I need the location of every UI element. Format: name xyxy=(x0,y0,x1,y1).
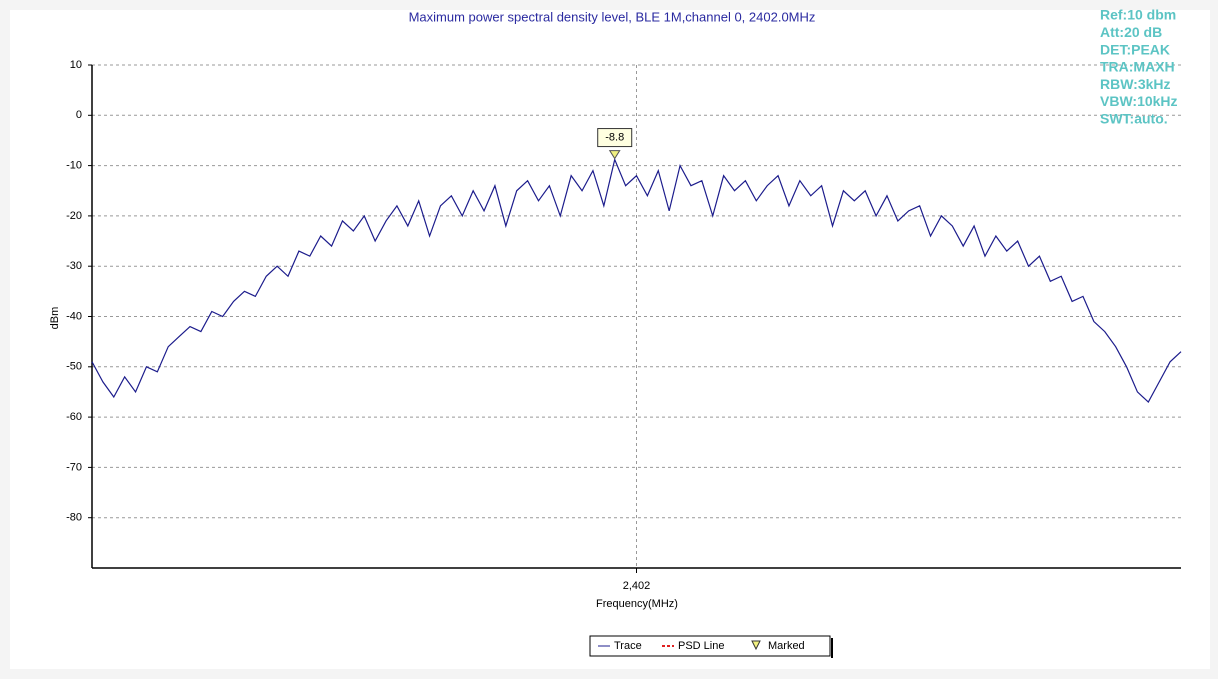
info-text: SWT:auto. xyxy=(1100,111,1168,127)
legend-label: PSD Line xyxy=(678,640,724,652)
x-axis-label: Frequency(MHz) xyxy=(596,598,678,610)
marker-label: -8.8 xyxy=(605,131,624,143)
info-text: VBW:10kHz xyxy=(1100,93,1178,109)
y-tick-label: -50 xyxy=(66,361,82,373)
y-tick-label: -60 xyxy=(66,411,82,423)
legend-box xyxy=(589,635,831,657)
legend-swatch xyxy=(751,640,761,651)
y-tick-label: -20 xyxy=(66,210,82,222)
chart-title: Maximum power spectral density level, BL… xyxy=(409,9,816,24)
legend-label: Trace xyxy=(614,640,642,652)
trace-line xyxy=(91,157,1182,403)
y-axis-label: dBm xyxy=(49,307,61,330)
panel xyxy=(10,10,1210,669)
y-tick-label: -70 xyxy=(66,461,82,473)
info-text: DET:PEAK xyxy=(1100,41,1170,57)
info-text: RBW:3kHz xyxy=(1100,76,1171,92)
marker xyxy=(608,150,621,160)
y-tick-label: -30 xyxy=(66,260,82,272)
y-tick-label: 10 xyxy=(70,59,82,71)
x-tick-label: 2,402 xyxy=(623,580,651,592)
info-text: Att:20 dB xyxy=(1100,24,1162,40)
y-tick-label: -10 xyxy=(66,160,82,172)
y-tick-label: -40 xyxy=(66,310,82,322)
info-text: Ref:10 dbm xyxy=(1100,7,1176,23)
legend-label: Marked xyxy=(768,640,805,652)
y-tick-label: -80 xyxy=(66,512,82,524)
info-text: TRA:MAXH xyxy=(1100,59,1175,75)
marker-label-box xyxy=(597,128,633,148)
y-tick-label: 0 xyxy=(76,109,82,121)
